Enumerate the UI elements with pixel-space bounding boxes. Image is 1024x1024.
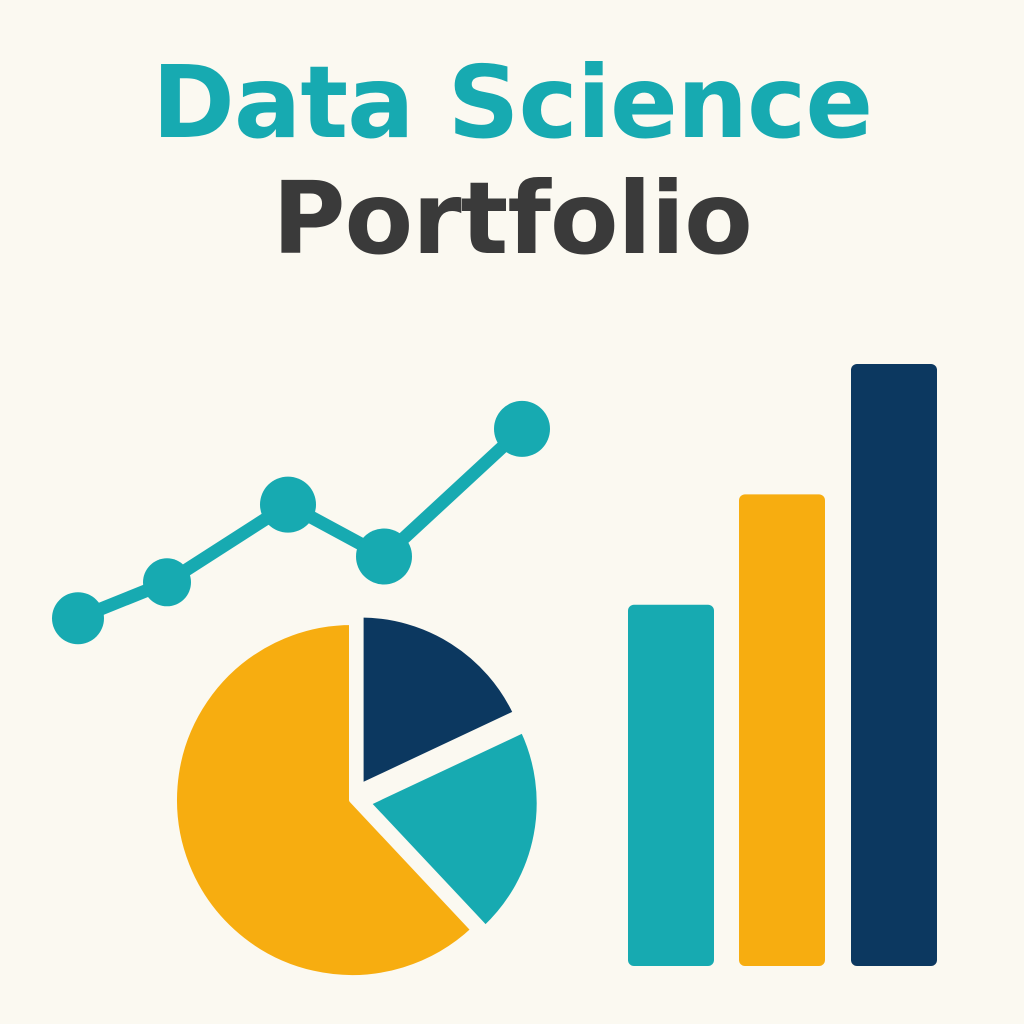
line-point (260, 476, 316, 533)
bar (739, 494, 825, 966)
pie-slice (171, 619, 477, 981)
line-point (143, 558, 191, 607)
bar (851, 364, 937, 966)
pie-slice (357, 611, 520, 790)
bar (628, 604, 714, 966)
bar-chart (628, 364, 937, 966)
title-data-science: Data Science (151, 44, 873, 161)
title-portfolio: Portfolio (272, 160, 753, 277)
line-point (494, 400, 550, 457)
pie-slice (364, 726, 543, 932)
line-chart (52, 400, 550, 645)
line-point (356, 528, 412, 585)
pie-chart (171, 611, 543, 981)
line-point (52, 592, 104, 645)
